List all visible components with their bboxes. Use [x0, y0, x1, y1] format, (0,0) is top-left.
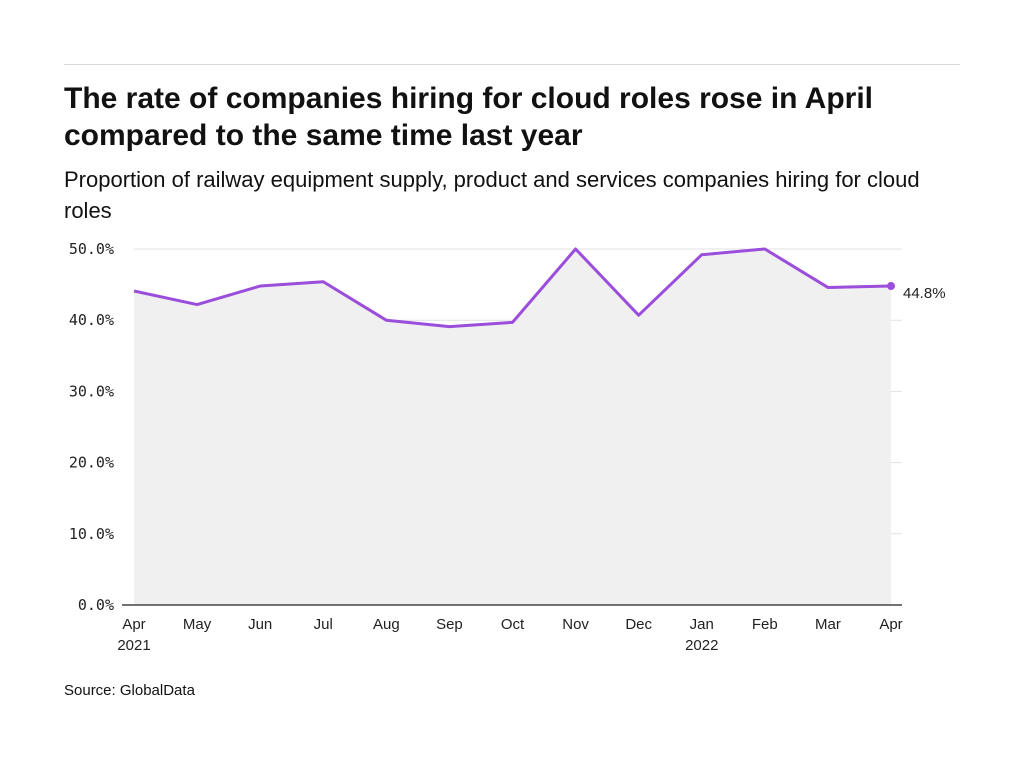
x-tick-label: Jan	[690, 616, 714, 633]
area-fill	[134, 249, 891, 605]
x-tick-label: May	[183, 616, 212, 633]
end-value-label: 44.8%	[903, 285, 946, 302]
x-tick-label: Sep	[436, 616, 463, 633]
y-axis-ticks: 0.0% 10.0% 20.0% 30.0% 40.0% 50.0%	[69, 240, 114, 614]
x-tick-label: Oct	[501, 616, 525, 633]
y-tick-label: 20.0%	[69, 454, 114, 472]
x-tick-label: Mar	[815, 616, 841, 633]
y-tick-label: 50.0%	[69, 240, 114, 258]
x-tick-label: Jul	[314, 616, 333, 633]
y-tick-label: 10.0%	[69, 525, 114, 543]
x-tick-label: Jun	[248, 616, 272, 633]
x-tick-label: Apr	[879, 616, 902, 633]
series-line	[133, 247, 892, 329]
x-tick-label: Aug	[373, 616, 400, 633]
x-tick-label: Feb	[752, 616, 778, 633]
end-point-marker	[887, 282, 895, 291]
x-tick-label: Nov	[562, 616, 589, 633]
x-axis-ticks: Apr 2021 May Jun Jul Aug Sep Oct Nov Dec Jan 2022 Fe…	[117, 616, 902, 654]
y-tick-label: 0.0%	[78, 596, 114, 614]
y-tick-label: 40.0%	[69, 311, 114, 329]
x-tick-year-label: 2022	[685, 637, 718, 654]
chart-subtitle: Proportion of railway equipment supply, …	[64, 167, 920, 223]
y-tick-label: 30.0%	[69, 382, 114, 400]
x-tick-label: Dec	[625, 616, 652, 633]
top-rule	[64, 64, 960, 65]
x-tick-year-label: 2021	[117, 637, 150, 654]
chart-title: The rate of companies hiring for cloud r…	[64, 82, 874, 152]
x-tick-label: Apr	[122, 616, 145, 633]
source-note: Source: GlobalData	[64, 682, 195, 699]
